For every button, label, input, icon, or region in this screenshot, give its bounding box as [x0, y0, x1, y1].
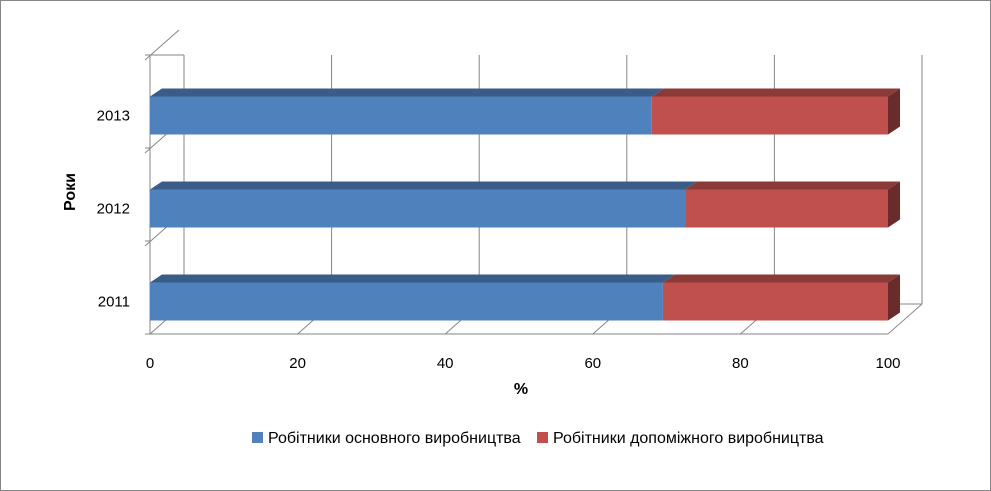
y-category-label-2011: 2011: [98, 294, 130, 311]
x-tick-label-20: 20: [289, 355, 306, 372]
bars: [150, 88, 900, 321]
legend: Робітники основного виробництва Робітники…: [252, 430, 824, 447]
bar-front-2013-0: [150, 96, 652, 135]
legend-swatch-1: [537, 432, 548, 443]
bar-top-2012-0: [150, 181, 698, 190]
bar-top-2013-0: [150, 88, 664, 97]
bar-top-2011-0: [150, 274, 675, 283]
y-axis-title: Роки: [62, 173, 79, 211]
x-tick-label-100: 100: [875, 355, 900, 372]
bar-2012-0: [150, 181, 698, 228]
bar-front-2011-0: [150, 282, 663, 321]
x-tick-label-40: 40: [437, 355, 454, 372]
bar-top-2011-1: [662, 274, 900, 283]
bar-front-2012-1: [685, 189, 888, 228]
y-category-labels: 2013 2012 2011: [97, 108, 130, 311]
bar-side-2013-1: [888, 88, 900, 135]
x-axis-title: %: [514, 381, 528, 398]
bar-2013-1: [651, 88, 900, 135]
bar-2011-1: [662, 274, 900, 321]
bar-top-2012-1: [685, 181, 900, 190]
x-tick-label-60: 60: [584, 355, 601, 372]
bar-side-2012-1: [888, 181, 900, 228]
floor-line-100: [887, 303, 923, 335]
bar-2013-0: [150, 88, 664, 135]
y-category-label-2013: 2013: [97, 108, 130, 125]
bar-2012-1: [685, 181, 900, 228]
bar-top-2013-1: [651, 88, 900, 97]
bar-front-2013-1: [651, 96, 888, 135]
bar-side-2011-1: [888, 274, 900, 321]
bar-2011-0: [150, 274, 675, 321]
y-category-label-2012: 2012: [97, 201, 130, 218]
legend-label-1: Робітники допоміжного виробництва: [553, 430, 824, 447]
x-tick-labels: 0 20 40 60 80 100: [146, 355, 901, 372]
bar-front-2012-0: [150, 189, 686, 228]
x-tick-label-0: 0: [146, 355, 154, 372]
x-tick-label-80: 80: [732, 355, 749, 372]
bar-front-2011-1: [662, 282, 888, 321]
legend-swatch-0: [252, 432, 263, 443]
y-depth-tick-0: [144, 29, 180, 61]
legend-label-0: Робітники основного виробництва: [268, 430, 521, 447]
